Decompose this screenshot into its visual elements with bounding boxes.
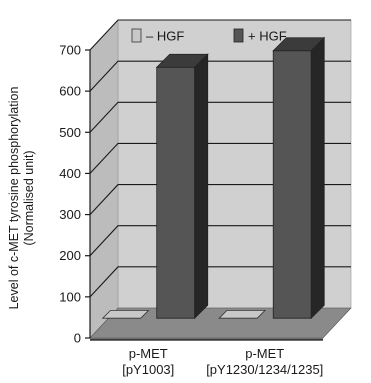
y-axis-label-line-1: Level of c-MET tyrosine phosphorylation bbox=[7, 87, 21, 310]
gridline bbox=[89, 19, 351, 51]
bars bbox=[101, 36, 326, 320]
bar-plus-hgf-2-top bbox=[272, 37, 326, 52]
y-axis-label-line-2: (Normalised unit) bbox=[22, 150, 36, 245]
bar-minus-hgf-2 bbox=[218, 309, 266, 319]
legend-label-minus-hgf: – HGF bbox=[146, 29, 184, 44]
y-tick-label: 200 bbox=[59, 248, 81, 263]
x-category-label: p-MET bbox=[129, 346, 168, 361]
y-tick-label: 0 bbox=[74, 331, 81, 346]
y-tick-label: 600 bbox=[59, 84, 81, 99]
bar-plus-hgf-1-side bbox=[194, 53, 209, 320]
side-wall bbox=[89, 19, 119, 339]
y-tick-label: 400 bbox=[59, 166, 81, 181]
legend-swatch-plus-hgf bbox=[233, 28, 244, 43]
bar-plus-hgf-2-side bbox=[310, 36, 325, 320]
y-tick-label: 300 bbox=[59, 207, 81, 222]
y-tick-label: 100 bbox=[59, 289, 81, 304]
y-axis: 0 100 200 300 400 500 600 700 bbox=[59, 43, 91, 346]
bar-plus-hgf-2 bbox=[272, 50, 312, 319]
legend: – HGF + HGF bbox=[131, 28, 287, 44]
bar-minus-hgf-1 bbox=[101, 309, 150, 319]
x-category-label: [pY1230/1234/1235] bbox=[206, 362, 323, 377]
x-axis: p-MET[pY1003]p-MET[pY1230/1234/1235] bbox=[90, 339, 323, 377]
bar-plus-hgf-1-top bbox=[155, 53, 209, 68]
legend-label-plus-hgf: + HGF bbox=[248, 29, 287, 44]
x-category-label: p-MET bbox=[245, 346, 284, 361]
legend-swatch-minus-hgf bbox=[131, 28, 142, 43]
x-category-label: [pY1003] bbox=[122, 362, 174, 377]
y-tick-label: 700 bbox=[59, 43, 81, 58]
bar-plus-hgf-1 bbox=[156, 66, 196, 319]
y-tick-label: 500 bbox=[59, 125, 81, 140]
